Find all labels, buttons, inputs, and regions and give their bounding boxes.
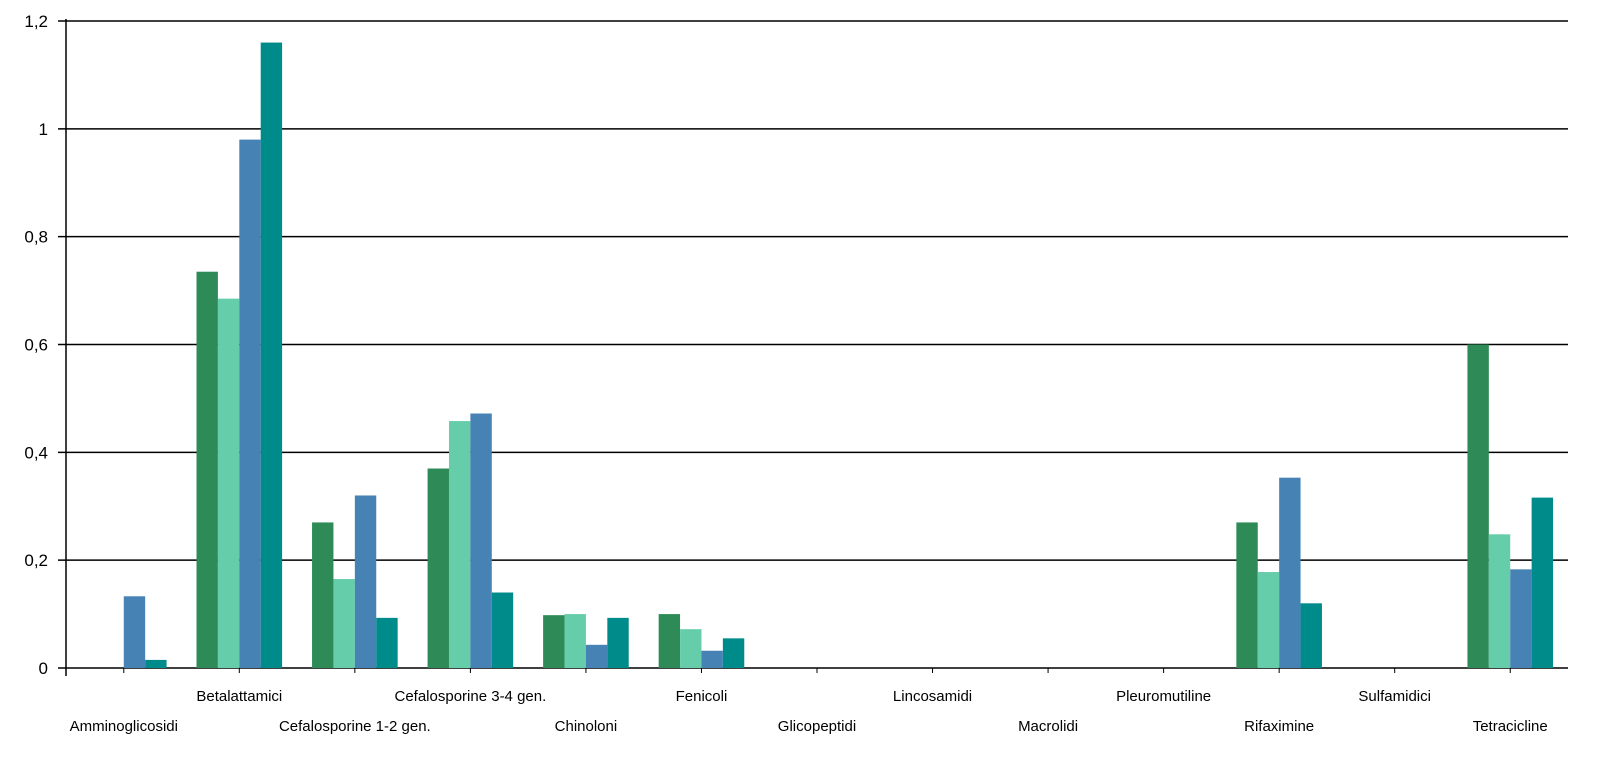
bar [1467, 344, 1489, 668]
bar [1300, 603, 1322, 668]
bar [701, 650, 723, 668]
y-tick-label: 0,6 [24, 336, 48, 355]
x-tick-labels: Amminoglicosidi Betalattamici Cefalosporin… [70, 688, 1548, 735]
bar [1488, 534, 1511, 668]
x-tick-label: Lincosamidi [893, 688, 972, 705]
bar [607, 617, 629, 668]
bar [680, 629, 702, 668]
bar [1531, 497, 1554, 668]
x-tick-label: Cefalosporine 1-2 gen. [279, 718, 431, 735]
bar [376, 617, 398, 668]
y-tick-label: 0 [39, 659, 48, 678]
bar [312, 522, 334, 668]
x-tick-label: Cefalosporine 3-4 gen. [395, 688, 547, 705]
x-tick-label: Glicopeptidi [778, 718, 856, 735]
y-tick-label: 0,4 [24, 443, 48, 462]
bar [585, 644, 608, 668]
x-tick-label: Amminoglicosidi [70, 718, 178, 735]
x-tick-label: Pleuromutiline [1116, 688, 1211, 705]
bar [145, 659, 167, 668]
bar [491, 592, 514, 668]
bar [470, 413, 492, 668]
x-tick-label: Rifaximine [1244, 718, 1314, 735]
bar [354, 495, 377, 668]
bar [196, 271, 218, 668]
axes [65, 19, 1511, 676]
bar [260, 42, 283, 669]
y-tick-label: 0,8 [24, 228, 48, 247]
bar [564, 614, 586, 668]
x-tick-label: Sulfamidici [1358, 688, 1431, 705]
bar [239, 139, 261, 668]
y-tick-label: 0,2 [24, 551, 48, 570]
bar [333, 579, 355, 668]
bar [1510, 569, 1532, 668]
bar [217, 298, 240, 668]
bar [1279, 477, 1301, 668]
bar [448, 421, 471, 668]
gridlines [58, 20, 1568, 669]
bar [1257, 572, 1280, 668]
bar [722, 638, 745, 668]
bar [123, 596, 146, 668]
x-tick-label: Macrolidi [1018, 718, 1078, 735]
bar [658, 614, 681, 668]
bar [427, 468, 449, 668]
y-tick-labels: 0 0,2 0,4 0,6 0,8 1 1,2 [24, 12, 48, 678]
y-tick-label: 1 [39, 120, 48, 139]
x-tick-label: Chinoloni [555, 718, 618, 735]
bars [123, 42, 1554, 669]
bar [1236, 522, 1258, 668]
y-tick-label: 1,2 [24, 12, 48, 31]
x-tick-label: Betalattamici [196, 688, 282, 705]
x-tick-label: Tetracicline [1473, 718, 1548, 735]
bar [543, 615, 565, 668]
x-tick-label: Fenicoli [676, 688, 728, 705]
